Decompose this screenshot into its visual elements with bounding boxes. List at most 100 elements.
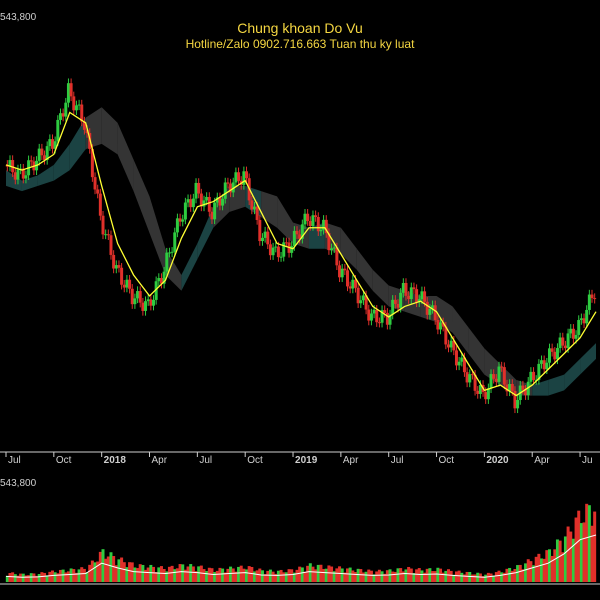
volume-bar [85,572,89,582]
price-candle [385,312,389,325]
volume-bar [481,576,485,582]
price-candle [138,291,142,303]
volume-bar [513,569,517,582]
price-candle [178,218,182,222]
volume-bar [276,570,280,582]
price-candle [303,213,307,225]
volume-bar [167,566,171,582]
volume-bar [173,569,177,582]
price-candle [268,244,272,256]
price-candle [401,282,405,293]
price-candle [563,345,567,349]
price-candle [332,247,336,249]
volume-bar [13,574,17,582]
volume-bar [322,568,326,582]
volume-bar [319,564,323,582]
volume-bar [159,566,163,582]
price-candle [569,328,573,334]
volume-bar [279,569,283,582]
volume-bar [470,574,474,582]
volume-bar [380,571,384,582]
price-candle [117,265,121,268]
volume-bar [45,575,49,582]
volume-bar [234,571,238,582]
price-candle [364,295,368,310]
price-candle [229,183,233,193]
price-candle [29,160,33,162]
cloud-segment [564,358,581,391]
price-candle [8,160,12,167]
volume-bar [547,549,551,582]
volume-bar [189,564,193,582]
price-candle [226,182,230,184]
price-candle [590,294,594,299]
volume-bar [532,565,536,582]
price-candle [130,288,134,305]
price-candle [45,146,49,160]
volume-bar [260,570,264,582]
price-candle [234,172,238,183]
volume-y-label: 543,800 [0,478,37,489]
x-tick-label: 2020 [486,455,509,466]
volume-bar [268,569,272,582]
price-candle [593,298,597,300]
volume-bar [231,568,235,582]
volume-bar [452,574,456,582]
price-candle [436,320,440,330]
volume-bar [553,549,557,582]
volume-bar [223,572,227,582]
price-candle [223,182,227,199]
volume-bar [510,570,514,582]
price-candle [72,96,76,111]
volume-bar [348,567,352,582]
volume-bar [96,561,100,582]
price-candle [218,197,222,206]
price-candle [112,254,116,269]
price-candle [104,234,108,236]
price-candle [199,193,203,207]
cloud-segment [117,122,134,192]
price-candle [452,340,456,351]
price-candle [433,305,437,321]
volume-bar [255,570,259,582]
volume-bar [332,571,336,582]
price-candle [566,333,570,349]
volume-bar [494,572,498,582]
volume-bar [109,552,113,582]
volume-bar [69,568,73,582]
price-candle [423,291,427,302]
cloud-segment [580,343,596,375]
volume-bar [393,571,397,582]
volume-bar [93,562,97,582]
price-candle [80,104,84,122]
volume-bar [542,558,546,582]
price-candle [367,309,371,321]
price-candle [292,230,296,247]
volume-bar [486,572,490,582]
price-candle [274,246,278,248]
volume-bar [32,573,36,582]
volume-bar [404,569,408,582]
volume-bar [372,574,376,582]
price-candle [90,148,94,178]
price-candle [101,215,105,235]
volume-bar [587,505,591,582]
volume-bar [356,568,360,582]
price-candle [492,374,496,379]
volume-bar [88,564,92,582]
price-candle [409,287,413,300]
volume-bar [16,575,20,582]
volume-bar [367,569,371,582]
x-tick-label: Apr [152,455,168,466]
volume-bar [242,568,246,582]
price-candle [183,202,187,220]
price-candle [306,213,310,222]
price-candle [152,299,155,306]
price-candle [194,182,198,199]
volume-bar [266,570,270,582]
price-candle [154,281,158,300]
volume-bar [58,569,62,582]
x-tick-label: Jul [199,455,212,466]
price-candle [476,390,480,394]
volume-bar [518,564,522,582]
